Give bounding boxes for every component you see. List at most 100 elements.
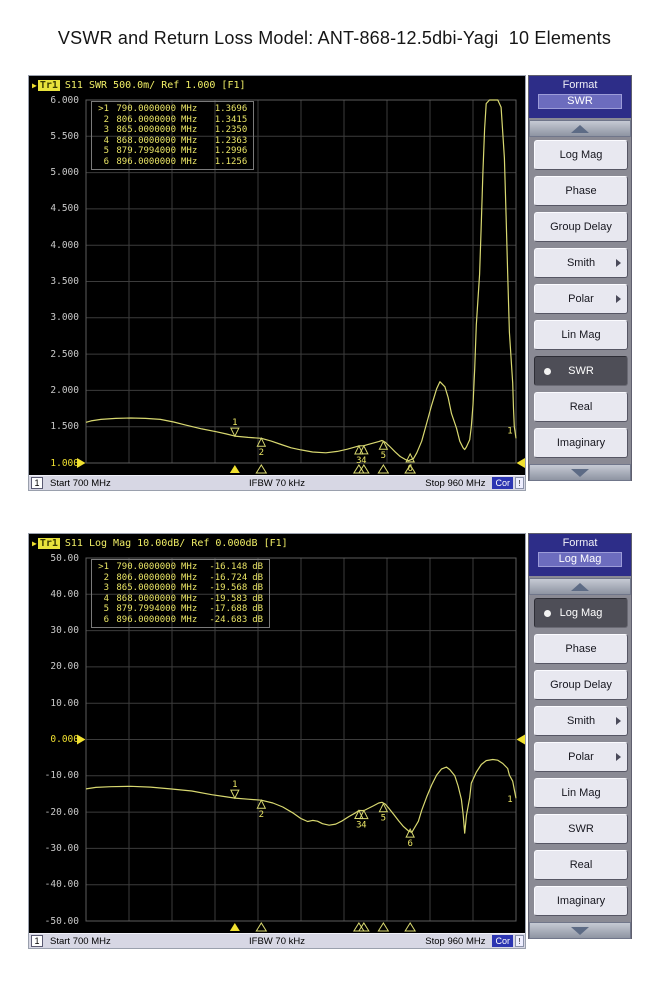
up-arrow-icon xyxy=(571,582,589,591)
y-axis-label: 1.500 xyxy=(50,421,79,433)
status-bar: 1 Start 700 MHz IFBW 70 kHz Stop 960 MHz… xyxy=(29,933,525,948)
marker-number: >1 xyxy=(98,104,109,114)
trace-header: ▶ Tr1 S11 Log Mag 10.00dB/ Ref 0.000dB [… xyxy=(32,536,288,551)
svg-text:2: 2 xyxy=(259,448,264,458)
marker-frequency-unit: MHz xyxy=(181,125,198,135)
y-axis-labels: 6.000 5.500 5.000 4.500 4.000 3.500 3.000 2.500… xyxy=(29,76,81,475)
softkey-label: SWR xyxy=(568,365,594,377)
softkey-lin-mag[interactable]: Lin Mag xyxy=(534,778,628,808)
softkey-smith[interactable]: Smith xyxy=(534,706,628,736)
softkey-menu: Format SWR Log Mag Phase Group Delay Smith P… xyxy=(528,75,632,481)
softkey-group-delay[interactable]: Group Delay xyxy=(534,212,628,242)
softkey-swr[interactable]: SWR xyxy=(534,814,628,844)
marker-frequency: 865.0000000 xyxy=(116,583,176,593)
active-marker-axis-indicator-icon xyxy=(229,923,240,931)
marker-frequency-unit: MHz xyxy=(181,604,198,614)
svg-text:4: 4 xyxy=(361,821,366,831)
marker-frequency: 868.0000000 xyxy=(116,593,176,604)
marker-symbol-1: 1 xyxy=(230,418,240,438)
marker-row-3: 3 865.0000000 MHz 1.2350 xyxy=(94,125,248,136)
stop-frequency-label: Stop 960 MHz xyxy=(425,477,486,489)
y-axis-label: 3.500 xyxy=(50,276,79,287)
softkey-imaginary[interactable]: Imaginary xyxy=(534,886,628,916)
marker-number: 3 xyxy=(103,125,109,135)
softkey-polar[interactable]: Polar xyxy=(534,284,628,314)
marker-row-6: 6 896.0000000 MHz -24.683 dB xyxy=(94,614,264,626)
marker-frequency: 868.0000000 xyxy=(116,135,176,146)
softkey-group-delay[interactable]: Group Delay xyxy=(534,670,628,700)
marker-value-unit: dB xyxy=(252,583,264,593)
softkey-label: Imaginary xyxy=(556,437,606,449)
swr-chart: 123 4 561 xyxy=(77,99,525,474)
marker-value-unit: dB xyxy=(252,562,264,572)
trace-badge: Tr1 xyxy=(37,538,60,549)
softkey-real[interactable]: Real xyxy=(534,392,628,422)
marker-axis-indicator-icon xyxy=(352,922,365,932)
softkey-polar[interactable]: Polar xyxy=(534,742,628,772)
marker-frequency-unit: MHz xyxy=(181,104,198,114)
menu-scroll-down-button[interactable] xyxy=(529,922,631,939)
marker-axis-indicator-icon xyxy=(352,464,365,474)
menu-scroll-down-button[interactable] xyxy=(529,464,631,481)
y-axis-label: 20.00 xyxy=(50,661,79,673)
trace-line xyxy=(85,99,517,462)
grid-border xyxy=(85,557,517,922)
marker-row-1: >1 790.0000000 MHz 1.3696 xyxy=(94,104,247,115)
marker-frequency-unit: MHz xyxy=(181,614,198,625)
marker-value: 1.2350 xyxy=(214,125,248,135)
marker-number: 4 xyxy=(103,135,109,146)
softkey-swr[interactable]: SWR xyxy=(534,356,628,386)
softkey-smith[interactable]: Smith xyxy=(534,248,628,278)
start-frequency-label: Start 700 MHz xyxy=(50,477,111,489)
softkey-label: Log Mag xyxy=(559,149,603,161)
marker-axis-indicator-icon xyxy=(404,464,417,474)
softkey-label: Smith xyxy=(566,715,596,727)
softkey-label: Group Delay xyxy=(550,221,612,233)
y-axis-label: -40.00 xyxy=(44,879,79,891)
submenu-arrow-icon xyxy=(616,259,621,267)
y-axis-label: 10.00 xyxy=(50,697,79,709)
marker-symbol-2: 2 xyxy=(256,437,267,458)
marker-axis-indicator-icon xyxy=(255,464,268,474)
marker-number: 6 xyxy=(103,614,109,625)
marker-axis-indicator-icon xyxy=(357,922,370,932)
marker-axis-indicator-icon xyxy=(404,922,417,932)
marker-frequency: 865.0000000 xyxy=(116,125,176,135)
softkey-log-mag[interactable]: Log Mag xyxy=(534,140,628,170)
y-axis-label: 3.000 xyxy=(50,312,79,324)
down-arrow-icon xyxy=(571,926,589,935)
marker-number: 2 xyxy=(103,114,109,125)
menu-scroll-up-button[interactable] xyxy=(529,578,631,595)
softkey-lin-mag[interactable]: Lin Mag xyxy=(534,320,628,350)
down-arrow-icon xyxy=(571,468,589,477)
svg-text:4: 4 xyxy=(361,456,366,466)
softkey-phase[interactable]: Phase xyxy=(534,176,628,206)
softkey-real[interactable]: Real xyxy=(534,850,628,880)
svg-text:3: 3 xyxy=(356,456,361,466)
softkey-label: SWR xyxy=(568,823,594,835)
marker-row-1: >1 790.0000000 MHz -16.148 dB xyxy=(94,562,263,573)
softkey-phase[interactable]: Phase xyxy=(534,634,628,664)
marker-row-2: 2 806.0000000 MHz -16.724 dB xyxy=(94,572,264,584)
softkey-label: Polar xyxy=(568,751,594,763)
y-axis-label: 5.000 xyxy=(50,167,79,179)
marker-value: 1.3696 xyxy=(214,104,248,114)
y-axis-label: -30.00 xyxy=(44,842,79,854)
marker-value: -16.724 xyxy=(209,572,248,583)
softkey-label: Phase xyxy=(565,643,597,655)
marker-frequency: 790.0000000 xyxy=(116,104,176,114)
menu-scroll-up-button[interactable] xyxy=(529,120,631,137)
marker-value: -17.688 xyxy=(209,604,248,614)
marker-symbol-3: 3 xyxy=(354,809,364,831)
softkey-log-mag[interactable]: Log Mag xyxy=(534,598,628,628)
trace-format-text: S11 SWR 500.0m/ Ref 1.000 [F1] xyxy=(64,80,246,91)
marker-number: 4 xyxy=(103,593,109,604)
marker-symbol-6: 6 xyxy=(405,827,415,849)
softkey-imaginary[interactable]: Imaginary xyxy=(534,428,628,458)
ref-level-left-triangle-icon xyxy=(77,458,86,468)
svg-text:2: 2 xyxy=(259,810,264,820)
menu-title: Format xyxy=(562,537,598,549)
ifbw-label: IFBW 70 kHz xyxy=(249,477,305,489)
